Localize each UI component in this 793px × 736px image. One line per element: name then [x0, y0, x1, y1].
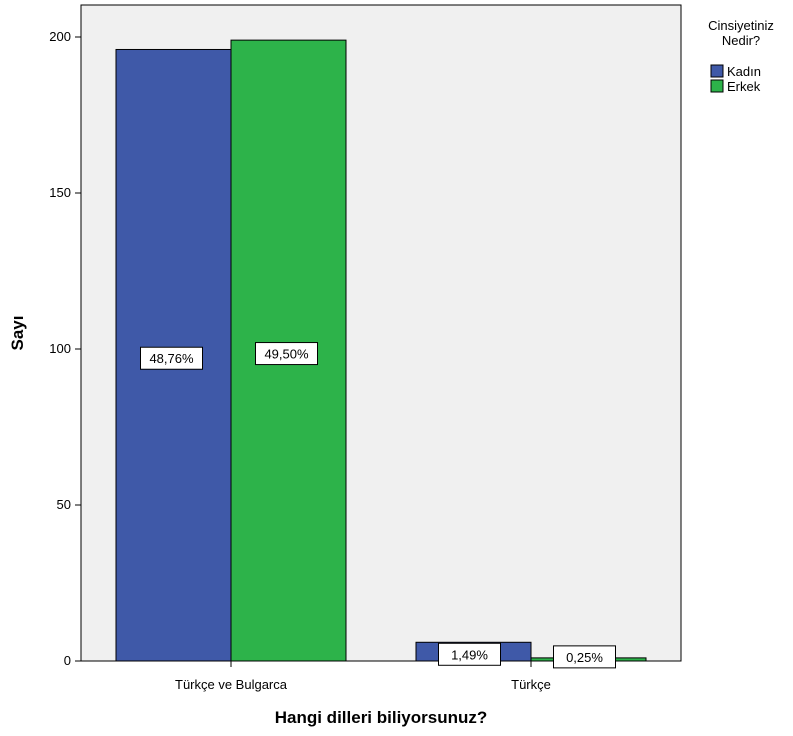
x-axis: Türkçe ve Bulgarca Türkçe [175, 661, 551, 692]
y-axis: 0 50 100 150 200 [49, 29, 81, 668]
data-labels: 48,76% 49,50% 1,49% 0,25% [140, 342, 616, 669]
y-tick-label-0: 0 [64, 653, 71, 668]
data-label-kadın-1: 1,49% [451, 647, 488, 662]
legend-title-line-2: Nedir? [722, 33, 760, 48]
y-tick-label-50: 50 [57, 497, 71, 512]
x-tick-label-1: Türkçe [511, 677, 551, 692]
data-label-box-erkek-1 [553, 645, 616, 669]
y-tick-label-150: 150 [49, 185, 71, 200]
data-label-erkek-1: 0,25% [566, 650, 603, 665]
data-label-box-erkek-0 [255, 342, 318, 366]
x-tick-label-0: Türkçe ve Bulgarca [175, 677, 288, 692]
data-label-box-kadın-1 [438, 642, 501, 666]
y-tick-label-200: 200 [49, 29, 71, 44]
legend-title-line-1: Cinsiyetiniz [708, 18, 774, 33]
legend-label-erkek: Erkek [727, 79, 761, 94]
data-label-erkek-0: 49,50% [264, 347, 309, 362]
legend-label-kadın: Kadın [727, 64, 761, 79]
x-axis-title: Hangi dilleri biliyorsunuz? [275, 708, 488, 727]
legend-swatch-erkek [710, 79, 724, 93]
y-tick-label-100: 100 [49, 341, 71, 356]
data-label-kadın-0: 48,76% [149, 351, 194, 366]
data-label-box-kadın-0 [140, 346, 203, 370]
bars [115, 39, 647, 662]
y-axis-title: Sayı [8, 316, 27, 351]
legend-swatch-kadın [710, 64, 724, 78]
